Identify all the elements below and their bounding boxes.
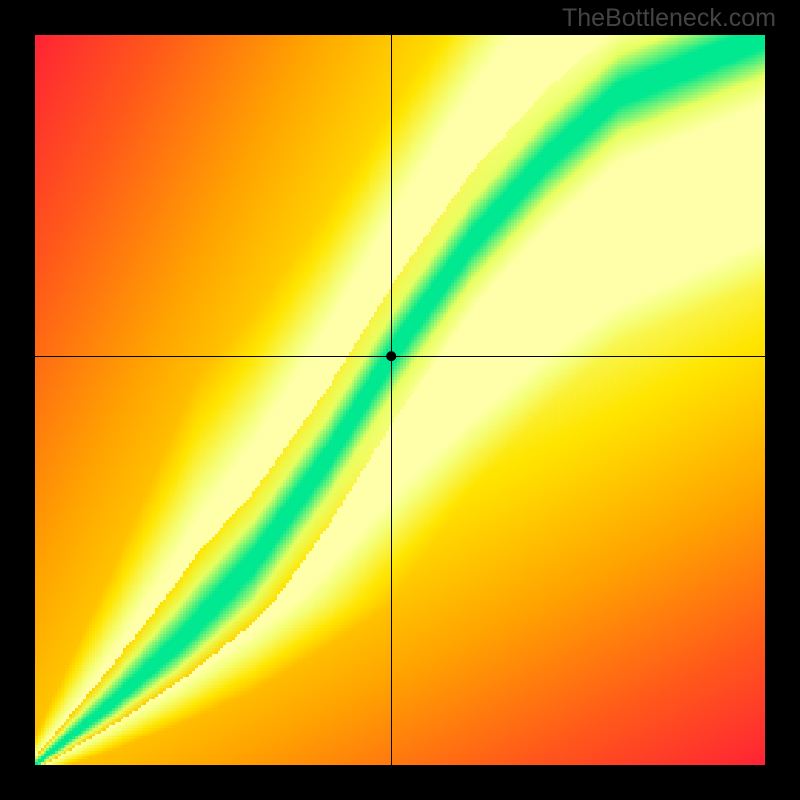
attribution-label: TheBottleneck.com bbox=[562, 4, 776, 33]
bottleneck-heatmap bbox=[0, 0, 800, 800]
chart-container: TheBottleneck.com bbox=[0, 0, 800, 800]
